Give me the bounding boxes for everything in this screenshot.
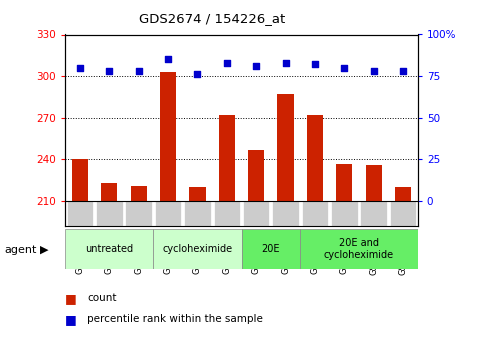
- Point: [164, 57, 172, 62]
- Bar: [243, 201, 270, 226]
- Text: untreated: untreated: [85, 244, 133, 254]
- Point: [399, 68, 407, 74]
- Bar: [154, 229, 242, 269]
- Point: [370, 68, 378, 74]
- Bar: [213, 201, 240, 226]
- Text: 20E: 20E: [262, 244, 280, 254]
- Bar: [160, 72, 176, 201]
- Text: GDS2674 / 154226_at: GDS2674 / 154226_at: [140, 12, 285, 25]
- Point: [105, 68, 113, 74]
- Point: [311, 62, 319, 67]
- Text: ▶: ▶: [40, 245, 48, 255]
- Bar: [360, 201, 387, 226]
- Bar: [130, 186, 147, 201]
- Point: [135, 68, 142, 74]
- Bar: [67, 201, 93, 226]
- Bar: [331, 201, 357, 226]
- Text: cycloheximide: cycloheximide: [162, 244, 232, 254]
- Bar: [101, 183, 117, 201]
- Point: [194, 72, 201, 77]
- Bar: [242, 229, 300, 269]
- Point: [223, 60, 231, 66]
- Bar: [126, 201, 152, 226]
- Bar: [366, 165, 382, 201]
- Bar: [72, 159, 88, 201]
- Bar: [272, 201, 299, 226]
- Bar: [219, 115, 235, 201]
- Bar: [390, 201, 416, 226]
- Bar: [189, 187, 205, 201]
- Bar: [395, 187, 411, 201]
- Point: [252, 63, 260, 69]
- Bar: [336, 164, 353, 201]
- Bar: [248, 150, 264, 201]
- Text: 20E and
cycloheximide: 20E and cycloheximide: [324, 238, 394, 260]
- Text: count: count: [87, 294, 116, 303]
- Bar: [184, 201, 211, 226]
- Point: [282, 60, 289, 66]
- Bar: [307, 115, 323, 201]
- Text: ■: ■: [65, 292, 77, 305]
- Text: agent: agent: [5, 245, 37, 255]
- Point: [76, 65, 84, 71]
- Text: percentile rank within the sample: percentile rank within the sample: [87, 314, 263, 324]
- Bar: [65, 229, 154, 269]
- Text: ■: ■: [65, 313, 77, 326]
- Bar: [300, 229, 418, 269]
- Bar: [96, 201, 123, 226]
- Point: [341, 65, 348, 71]
- Bar: [302, 201, 328, 226]
- Bar: [155, 201, 181, 226]
- Bar: [278, 94, 294, 201]
